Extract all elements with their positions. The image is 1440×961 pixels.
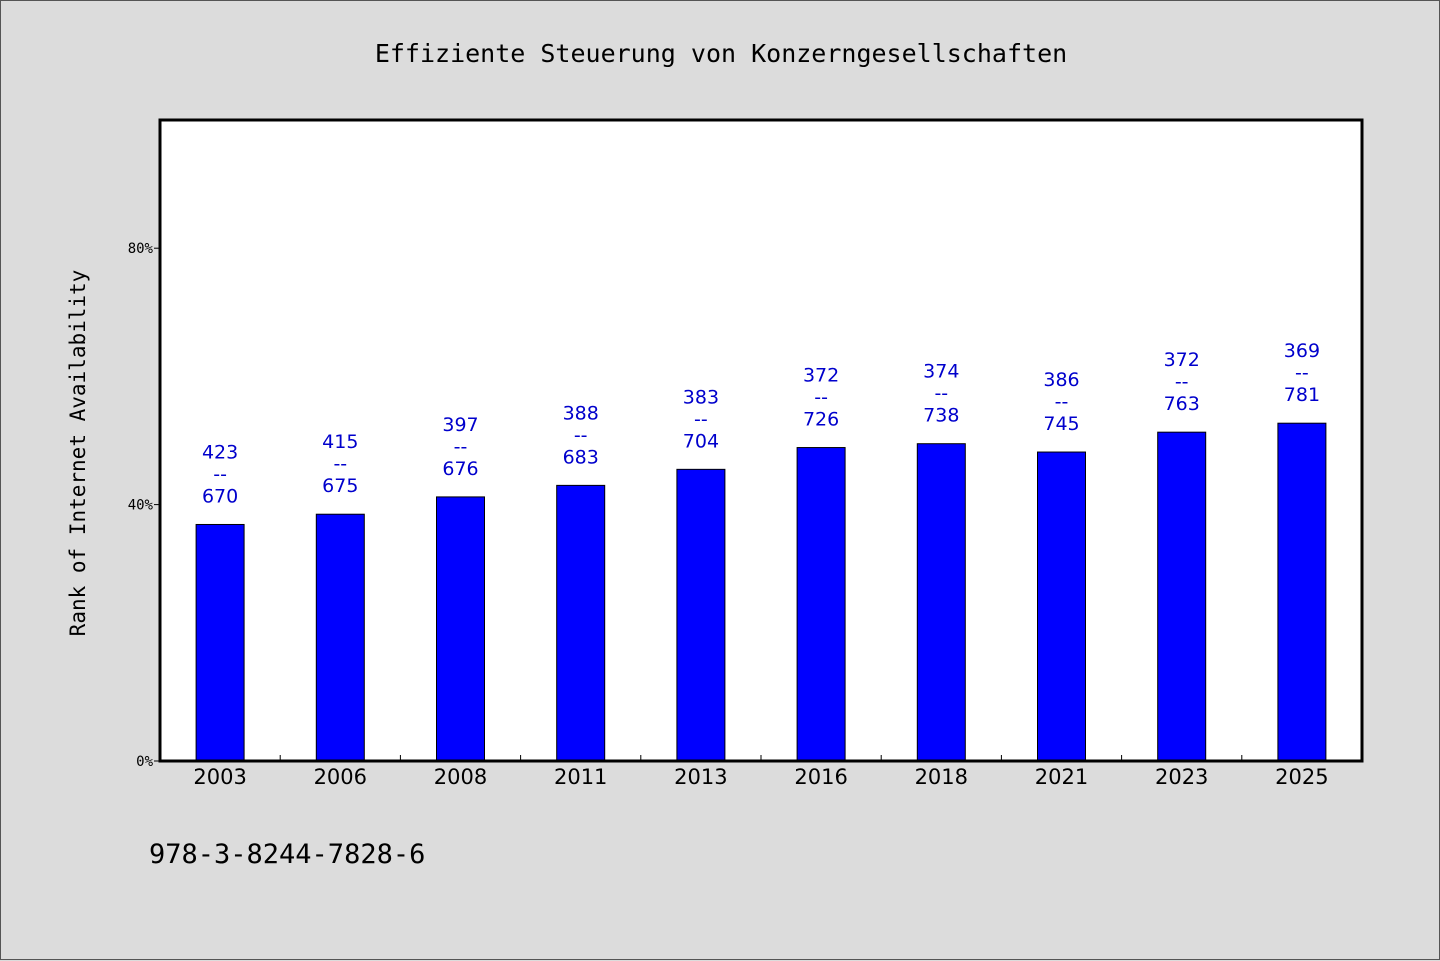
- data-label-2025-mid: --: [1295, 362, 1309, 384]
- data-label-2003-mid: --: [213, 463, 227, 485]
- y-tick-label-40: 40%: [128, 498, 154, 514]
- data-label-2011-bottom: 683: [563, 446, 599, 468]
- data-label-2013-bottom: 704: [683, 430, 719, 452]
- data-label-2018-top: 374: [923, 361, 959, 383]
- y-axis: 0% 40% 80%: [128, 241, 160, 770]
- data-label-2008-bottom: 676: [442, 458, 478, 480]
- y-tick-label-0: 0%: [136, 754, 153, 770]
- data-label-2006-top: 415: [322, 431, 358, 453]
- data-label-2013-top: 383: [683, 386, 719, 408]
- isbn-footnote: 978-3-8244-7828-6: [149, 839, 425, 870]
- data-label-2003-bottom: 670: [202, 485, 238, 507]
- y-axis-title: Rank of Internet Availability: [66, 270, 90, 637]
- data-label-2025-top: 369: [1284, 340, 1320, 362]
- bar-2003: [195, 523, 245, 762]
- data-label-2021-bottom: 745: [1043, 413, 1079, 435]
- bar-2008: [436, 496, 485, 762]
- data-label-2023-bottom: 763: [1164, 393, 1200, 415]
- x-tick-label-2023: 2023: [1155, 765, 1208, 789]
- data-label-2006-bottom: 675: [322, 475, 358, 497]
- data-label-2011-mid: --: [574, 424, 588, 446]
- data-label-2008-mid: --: [454, 436, 468, 458]
- data-label-2023-top: 372: [1164, 349, 1200, 371]
- x-tick-label-2006: 2006: [314, 765, 367, 789]
- bar-2018: [916, 443, 966, 762]
- bar-2016: [796, 447, 846, 762]
- data-label-2008-top: 397: [442, 414, 478, 436]
- x-axis: 2003 2006 2008 2011 2013 2016 2018 2021 2023 2025: [193, 755, 1329, 789]
- x-tick-label-2011: 2011: [554, 765, 607, 789]
- data-label-2011-top: 388: [563, 402, 599, 424]
- chart-title: Effiziente Steuerung von Konzerngesellsc…: [375, 39, 1067, 68]
- bar-2013: [676, 468, 726, 762]
- data-labels-layer: 423--670415--675397--676388--683383--704…: [202, 340, 1320, 507]
- x-tick-label-2008: 2008: [434, 765, 487, 789]
- data-label-2003-top: 423: [202, 441, 238, 463]
- y-tick-label-80: 80%: [128, 241, 154, 257]
- data-label-2021-mid: --: [1055, 391, 1069, 413]
- data-label-2016-mid: --: [814, 387, 828, 409]
- bar-2011: [556, 484, 606, 762]
- bar-2025: [1277, 422, 1327, 762]
- x-tick-label-2021: 2021: [1035, 765, 1088, 789]
- x-tick-label-2013: 2013: [674, 765, 727, 789]
- data-label-2025-bottom: 781: [1284, 384, 1320, 406]
- bar-2006: [315, 513, 365, 762]
- data-label-2013-mid: --: [694, 408, 708, 430]
- bar-2021: [1037, 451, 1086, 762]
- x-tick-label-2018: 2018: [915, 765, 968, 789]
- bar-2023: [1157, 431, 1207, 762]
- x-tick-label-2016: 2016: [794, 765, 847, 789]
- x-tick-label-2025: 2025: [1275, 765, 1328, 789]
- data-label-2023-mid: --: [1175, 371, 1189, 393]
- plot-frame: [158, 118, 1364, 763]
- data-label-2018-mid: --: [934, 383, 948, 405]
- data-label-2018-bottom: 738: [923, 405, 959, 427]
- data-label-2006-mid: --: [333, 453, 347, 475]
- x-tick-label-2003: 2003: [193, 765, 246, 789]
- data-label-2016-bottom: 726: [803, 409, 839, 431]
- data-label-2016-top: 372: [803, 365, 839, 387]
- bars-layer: [195, 422, 1327, 762]
- data-label-2021-top: 386: [1043, 369, 1079, 391]
